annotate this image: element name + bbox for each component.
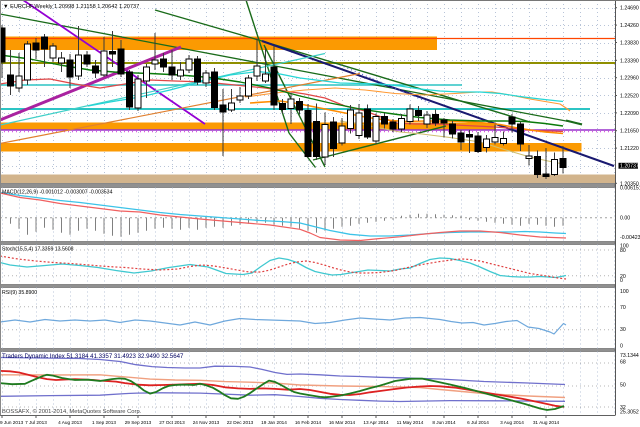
- svg-text:1.22520: 1.22520: [620, 94, 639, 100]
- svg-text:RSI(9) 35.8900: RSI(9) 35.8900: [2, 290, 37, 296]
- svg-text:100: 100: [620, 244, 629, 250]
- svg-text:29 Sep 2013: 29 Sep 2013: [125, 420, 152, 425]
- svg-text:20: 20: [620, 274, 626, 280]
- svg-text:70: 70: [620, 305, 626, 311]
- svg-text:50: 50: [620, 383, 626, 389]
- svg-text:22 Dec 2013: 22 Dec 2013: [227, 420, 254, 425]
- svg-text:16 Mar 2014: 16 Mar 2014: [329, 420, 356, 425]
- svg-text:16 Feb 2014: 16 Feb 2014: [295, 420, 322, 425]
- svg-text:24 Nov 2013: 24 Nov 2013: [193, 420, 220, 425]
- svg-text:73.1344: 73.1344: [620, 353, 639, 359]
- svg-text:8 Jun 2014: 8 Jun 2014: [432, 420, 456, 425]
- svg-text:6 Jul 2014: 6 Jul 2014: [467, 420, 489, 425]
- svg-text:25.3052: 25.3052: [620, 410, 639, 416]
- svg-text:1.21220: 1.21220: [620, 146, 639, 152]
- svg-text:0.00: 0.00: [620, 216, 630, 222]
- svg-text:▼ EURCHF,Weekly 1.20998 1.2: ▼ EURCHF,Weekly 1.20998 1.21158 1.20642 …: [3, 4, 139, 10]
- svg-text:1.22960: 1.22960: [620, 76, 639, 82]
- svg-text:MACD(12,26,9) -0.001012 -0.003: MACD(12,26,9) -0.001012 -0.003007 -0.003…: [2, 190, 113, 196]
- svg-text:68: 68: [620, 360, 626, 366]
- svg-text:0: 0: [620, 344, 623, 350]
- svg-text:19 Jan 2014: 19 Jan 2014: [261, 420, 287, 425]
- svg-text:1.20350: 1.20350: [620, 181, 639, 187]
- svg-text:9 Jun 2013: 9 Jun 2013: [0, 420, 24, 425]
- svg-text:1.23830: 1.23830: [620, 41, 639, 47]
- svg-text:BOSSAFX, © 2001-2014, MetaQuot: BOSSAFX, © 2001-2014, MetaQuotes Softwar…: [2, 408, 142, 415]
- svg-text:11 May 2014: 11 May 2014: [397, 420, 424, 425]
- svg-text:1.24690: 1.24690: [620, 6, 639, 12]
- svg-text:-0.004234: -0.004234: [620, 235, 640, 241]
- svg-text:1.22090: 1.22090: [620, 111, 639, 117]
- svg-text:1.20737: 1.20737: [620, 164, 639, 170]
- svg-text:4 Aug 2013: 4 Aug 2013: [58, 420, 82, 425]
- svg-text:7 Jul 2013: 7 Jul 2013: [25, 420, 47, 425]
- svg-text:Stoch(15,5,4) 17.3359 13.5608: Stoch(15,5,4) 17.3359 13.5608: [2, 247, 74, 253]
- svg-text:30: 30: [620, 327, 626, 333]
- svg-text:1.21650: 1.21650: [620, 129, 639, 135]
- svg-text:Traders Dynamic Index 51.3184: Traders Dynamic Index 51.3184 41.3357 31…: [2, 353, 184, 360]
- svg-text:100: 100: [620, 289, 629, 295]
- svg-text:27 Oct 2013: 27 Oct 2013: [159, 420, 185, 425]
- svg-text:3 Aug 2014: 3 Aug 2014: [500, 420, 524, 425]
- svg-text:1.24260: 1.24260: [620, 23, 639, 29]
- svg-text:32: 32: [620, 405, 626, 411]
- svg-text:13 Apr 2014: 13 Apr 2014: [363, 420, 389, 425]
- svg-text:80: 80: [620, 248, 626, 254]
- svg-text:0: 0: [620, 278, 623, 284]
- svg-text:31 Aug 2014: 31 Aug 2014: [533, 420, 560, 425]
- svg-text:1 Sep 2013: 1 Sep 2013: [92, 420, 116, 425]
- svg-text:1.23390: 1.23390: [620, 58, 639, 64]
- svg-text:0.006151: 0.006151: [620, 186, 640, 192]
